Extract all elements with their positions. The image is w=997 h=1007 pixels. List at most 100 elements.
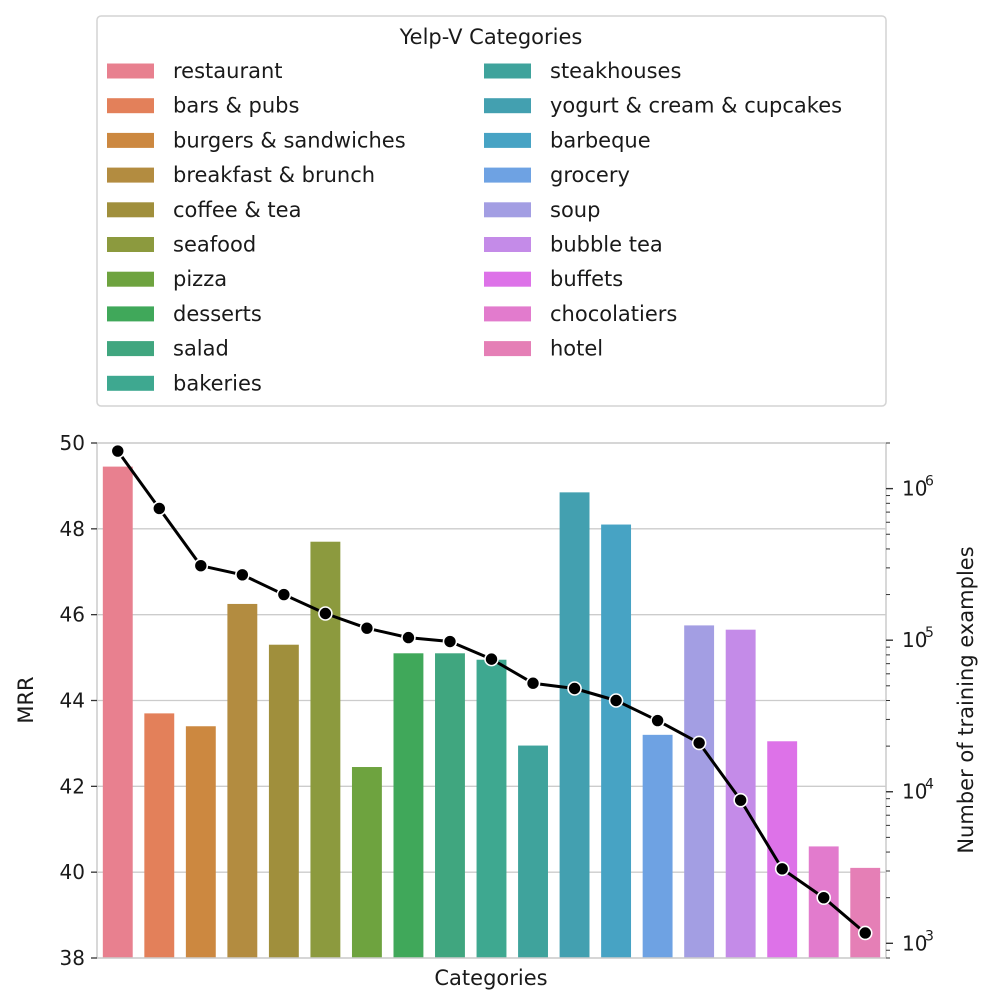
bar	[144, 713, 175, 958]
y-tick-label: 46	[60, 603, 85, 627]
y2-tick-base: 10	[902, 931, 927, 955]
bar	[185, 726, 216, 958]
line-point	[567, 681, 582, 696]
y2-axis-label: Number of training examples	[954, 546, 978, 853]
legend-label: restaurant	[173, 59, 283, 83]
y-tick-label: 44	[60, 689, 85, 713]
line-point	[608, 693, 624, 708]
legend-title: Yelp-V Categories	[399, 25, 583, 49]
legend-swatch	[484, 306, 531, 322]
legend-swatch	[484, 98, 531, 114]
line-point	[318, 606, 333, 621]
y2-tick-label: 106	[902, 474, 934, 501]
y-tick-label: 40	[60, 860, 85, 884]
bar	[559, 492, 590, 958]
legend-item: chocolatiers	[484, 302, 677, 326]
line-point	[691, 735, 707, 751]
legend-swatch	[107, 271, 154, 287]
legend-swatch	[484, 271, 531, 287]
legend-label: yogurt & cream & cupcakes	[550, 94, 842, 118]
legend-swatch	[484, 132, 531, 148]
y2-tick-label: 105	[902, 625, 934, 652]
legend-swatch	[107, 202, 154, 218]
legend-item: bakeries	[107, 371, 262, 395]
x-axis-label: Categories	[434, 966, 547, 990]
line-point	[484, 651, 499, 667]
y2-tick-exponent: 5	[925, 625, 934, 641]
line-point	[193, 558, 209, 574]
legend-label: coffee & tea	[173, 198, 301, 222]
y-tick-label: 38	[60, 946, 85, 970]
legend-label: bakeries	[173, 371, 262, 395]
legend-label: buffets	[550, 267, 623, 291]
legend-swatch	[107, 375, 154, 391]
y2-tick-exponent: 6	[925, 474, 934, 490]
line-point	[442, 634, 458, 649]
legend-item: yogurt & cream & cupcakes	[484, 94, 842, 118]
line-point	[857, 925, 873, 941]
y-tick-label: 48	[60, 517, 85, 541]
legend-label: salad	[173, 337, 229, 361]
bar	[393, 653, 424, 958]
legend-item: bars & pubs	[107, 94, 299, 118]
legend-item: buffets	[484, 267, 623, 291]
legend-swatch	[484, 341, 531, 357]
bars	[102, 466, 881, 958]
bar	[684, 625, 715, 958]
legend-item: breakfast & brunch	[107, 163, 375, 187]
legend-swatch	[107, 63, 154, 79]
line-point	[525, 675, 541, 691]
legend-swatch	[107, 306, 154, 322]
legend-swatch	[484, 202, 531, 218]
line-point	[235, 567, 250, 583]
legend-item: desserts	[107, 302, 262, 326]
legend-item: restaurant	[107, 59, 283, 83]
legend-label: breakfast & brunch	[173, 163, 375, 187]
legend-item: burgers & sandwiches	[107, 128, 406, 152]
legend-label: bars & pubs	[173, 94, 299, 118]
line-point	[816, 890, 832, 905]
legend-item: salad	[107, 337, 229, 361]
legend-label: soup	[550, 198, 600, 222]
y2-tick-label: 104	[902, 777, 934, 804]
legend-item: bubble tea	[484, 233, 663, 257]
bar	[310, 541, 341, 958]
line-point	[276, 587, 292, 602]
legend-swatch	[484, 167, 531, 183]
legend-label: barbeque	[550, 128, 651, 152]
legend-label: bubble tea	[550, 233, 663, 257]
bar	[518, 745, 548, 958]
line-point	[151, 501, 167, 516]
legend-swatch	[107, 341, 154, 357]
line-point	[733, 792, 748, 808]
y2-tick-base: 10	[902, 477, 927, 501]
legend-swatch	[107, 167, 154, 183]
y-axis-label: MRR	[14, 676, 38, 723]
legend-swatch	[107, 237, 154, 252]
legend-item: steakhouses	[484, 59, 681, 83]
legend-item: coffee & tea	[107, 198, 301, 222]
y2-tick-base: 10	[902, 780, 927, 804]
legend-item: soup	[484, 198, 600, 222]
bar	[268, 644, 299, 958]
line-point	[359, 620, 375, 636]
bar	[476, 659, 507, 958]
line-point	[110, 443, 126, 459]
y2-tick-exponent: 4	[925, 777, 934, 793]
y-tick-label: 42	[60, 774, 85, 798]
legend-label: desserts	[173, 302, 262, 326]
line-series	[110, 443, 873, 941]
legend-label: hotel	[550, 337, 603, 361]
legend-label: steakhouses	[550, 59, 681, 83]
legend-item: seafood	[107, 233, 256, 257]
legend-swatch	[484, 63, 531, 79]
bar	[435, 653, 465, 958]
y-tick-label: 50	[60, 431, 85, 455]
legend-label: burgers & sandwiches	[173, 128, 406, 152]
legend-label: seafood	[173, 233, 256, 257]
bar	[227, 603, 258, 958]
legend: Yelp-V Categories restaurant bars & pubs b…	[96, 15, 887, 407]
line-point	[774, 861, 790, 877]
bar	[850, 867, 881, 958]
